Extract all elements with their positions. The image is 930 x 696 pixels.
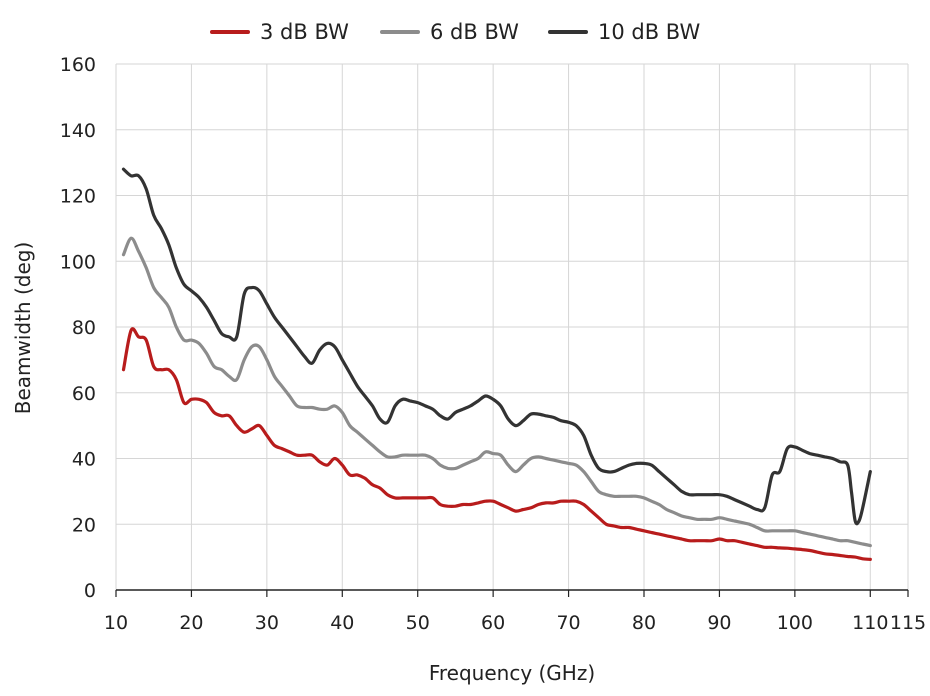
- x-tick-label: 90: [707, 612, 731, 634]
- x-tick-label: 100: [777, 612, 813, 634]
- x-tick-label: 110: [852, 612, 888, 634]
- legend-label-3: 10 dB BW: [598, 20, 700, 44]
- y-tick-label: 60: [72, 383, 96, 405]
- y-tick-label: 40: [72, 449, 96, 471]
- x-tick-label: 20: [179, 612, 203, 634]
- x-tick-label: 40: [330, 612, 354, 634]
- x-axis-title: Frequency (GHz): [429, 661, 595, 685]
- x-tick-label: 10: [104, 612, 128, 634]
- legend: 3 dB BW 6 dB BW 10 dB BW: [210, 20, 700, 44]
- y-tick-label: 0: [84, 580, 96, 602]
- x-tick-label: 115: [890, 612, 926, 634]
- series-line-3: [121, 167, 872, 526]
- series-line-1: [121, 327, 872, 561]
- legend-label-2: 6 dB BW: [430, 20, 519, 44]
- y-tick-label: 20: [72, 514, 96, 536]
- legend-label-1: 3 dB BW: [260, 20, 349, 44]
- y-tick-labels: 0 20 40 60 80 100 120 140 160: [60, 54, 96, 602]
- x-tick-label: 50: [406, 612, 430, 634]
- y-axis-title: Beamwidth (deg): [11, 242, 35, 415]
- x-tick-labels: 10 20 30 40 50 60 70 80 90 100 110 115: [104, 590, 926, 634]
- x-tick-label: 30: [255, 612, 279, 634]
- x-tick-label: 60: [481, 612, 505, 634]
- series-line-2: [121, 236, 872, 548]
- y-tick-label: 160: [60, 54, 96, 76]
- y-tick-label: 100: [60, 251, 96, 273]
- grid: [115, 63, 909, 591]
- y-tick-label: 120: [60, 186, 96, 208]
- x-tick-label: 70: [556, 612, 580, 634]
- x-tick-label: 80: [632, 612, 656, 634]
- y-tick-label: 140: [60, 120, 96, 142]
- series-lines: [121, 167, 872, 561]
- y-tick-label: 80: [72, 317, 96, 339]
